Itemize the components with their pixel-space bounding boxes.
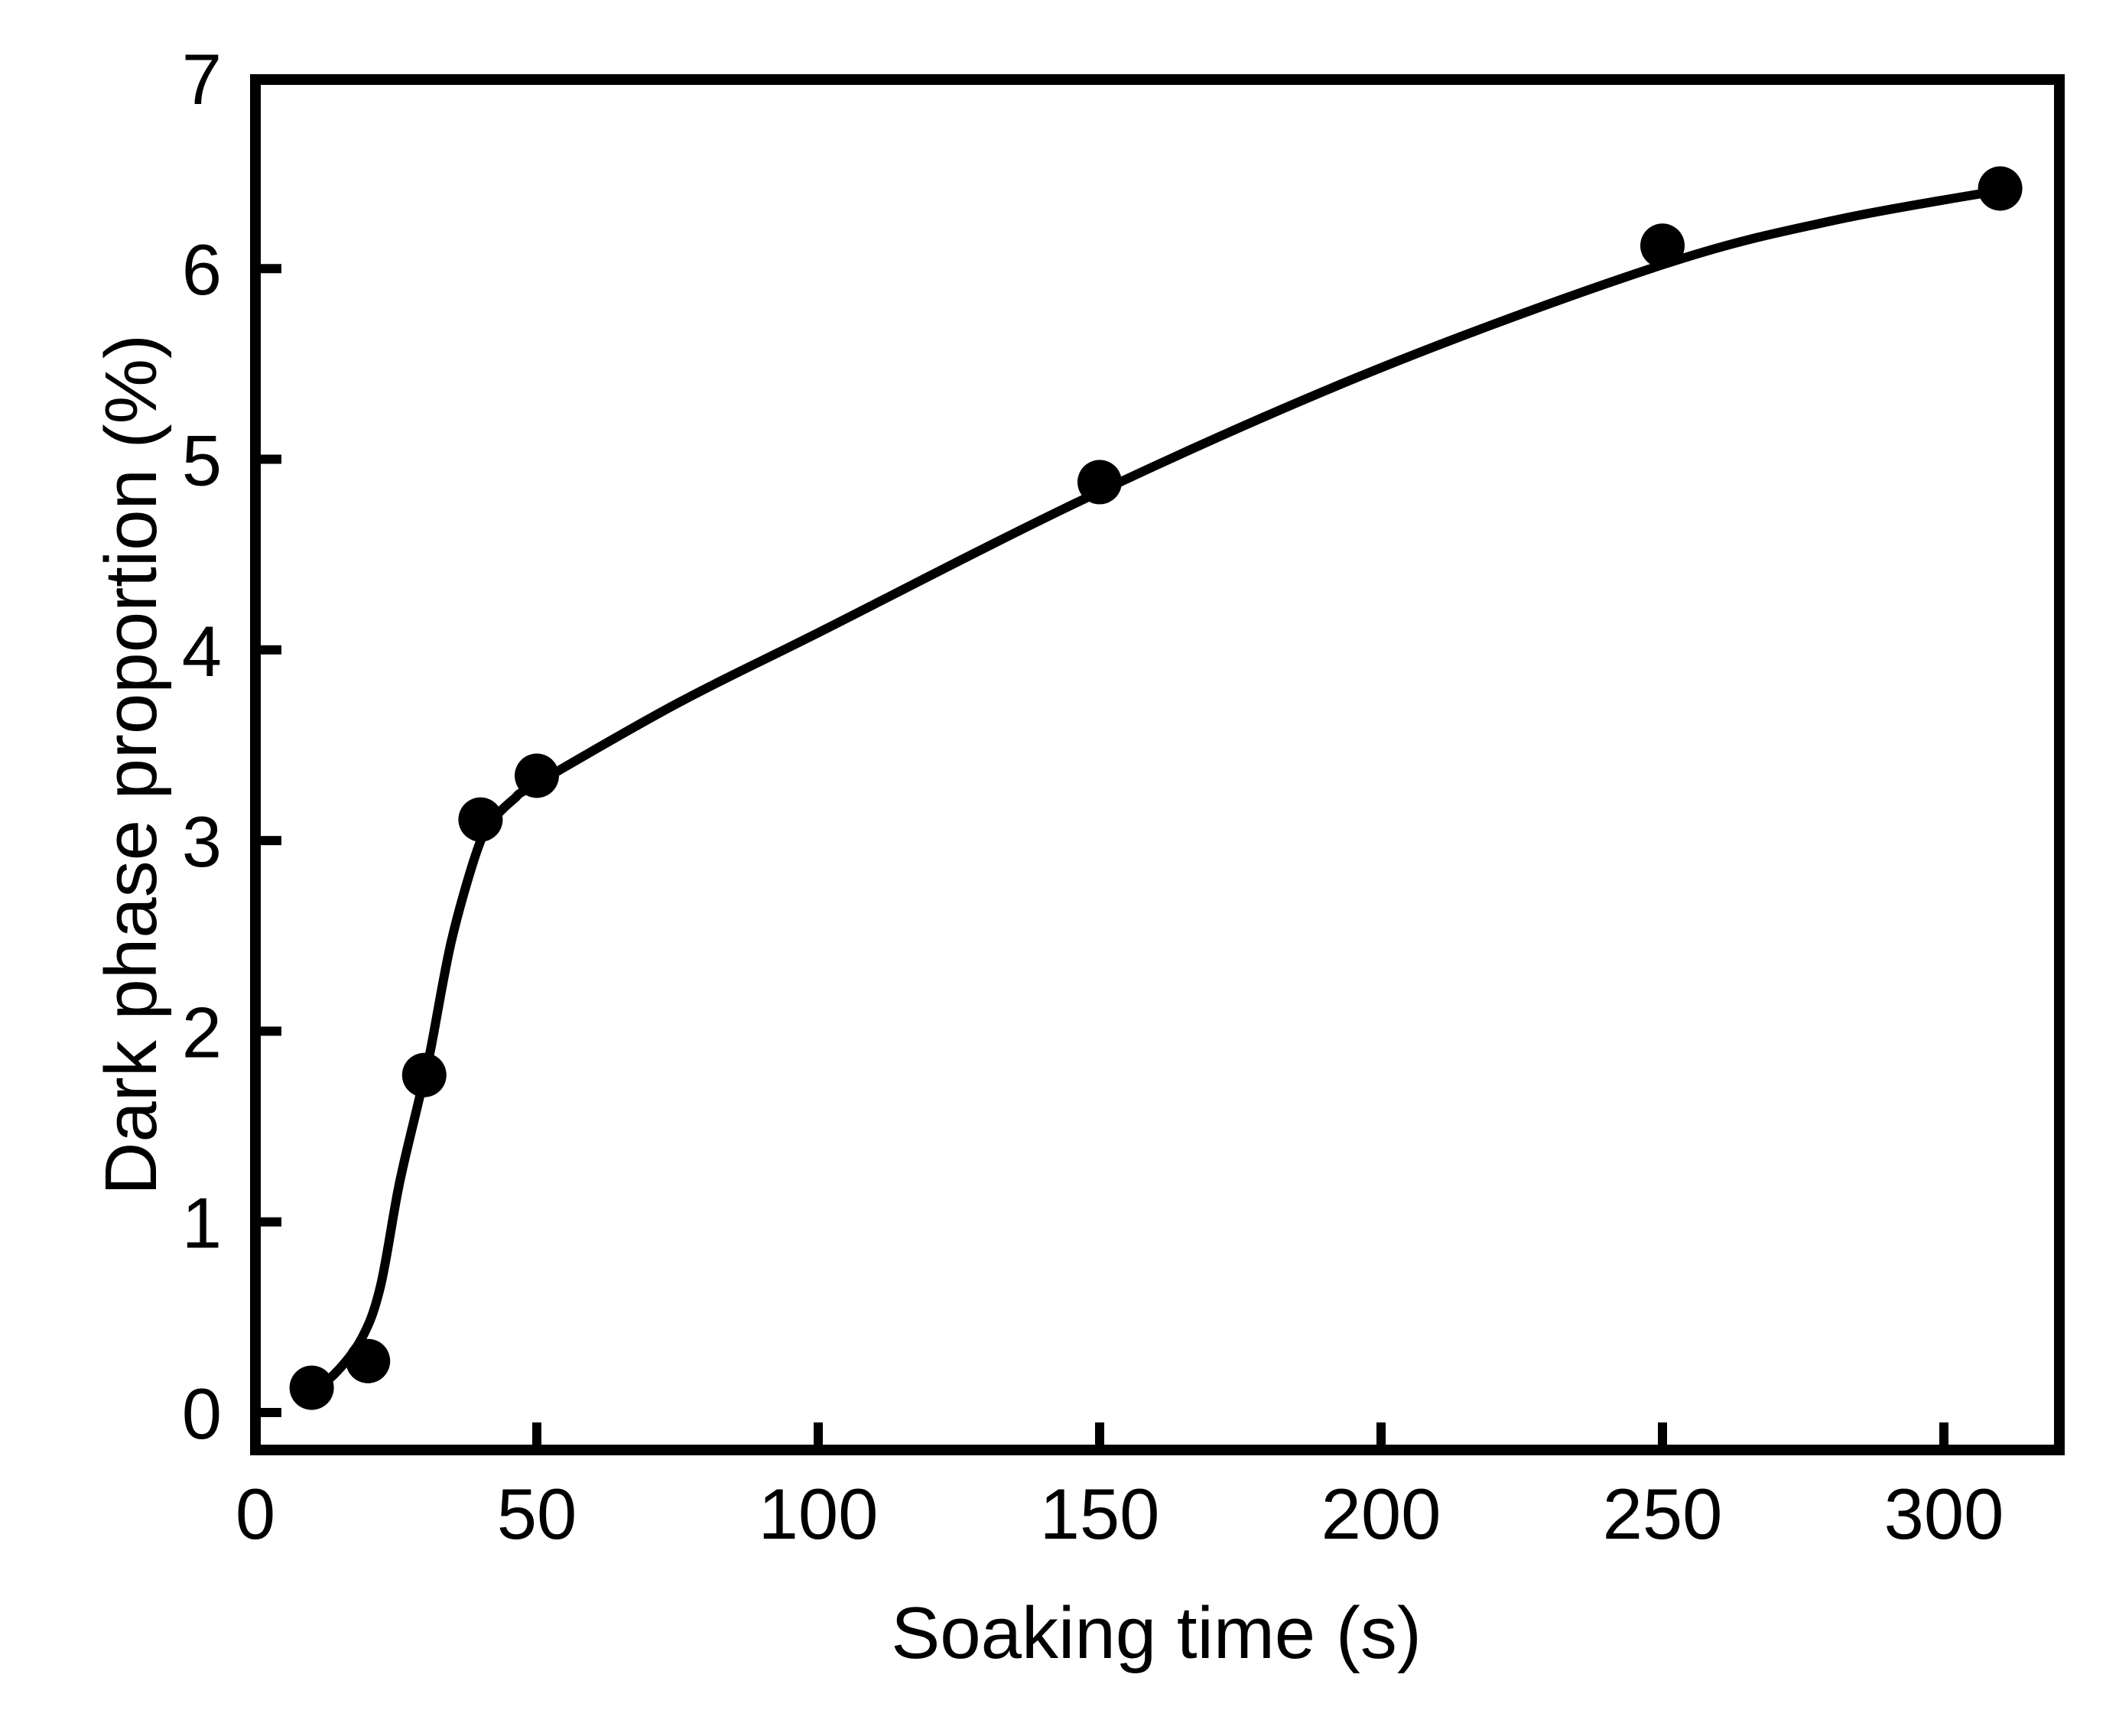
fitted-curve bbox=[307, 186, 2005, 1395]
x-tick-label: 0 bbox=[236, 1474, 275, 1554]
data-point-marker bbox=[458, 797, 503, 842]
data-point-marker bbox=[515, 753, 559, 798]
data-points bbox=[289, 166, 2023, 1410]
x-tick-label: 50 bbox=[497, 1474, 577, 1554]
y-tick-label: 2 bbox=[182, 992, 222, 1072]
y-tick-label: 5 bbox=[182, 421, 222, 501]
y-tick-label: 7 bbox=[182, 39, 222, 119]
axis-ticks bbox=[255, 264, 1948, 1450]
y-axis-title: Dark phase proportion (%) bbox=[90, 334, 172, 1195]
x-axis-title: Soaking time (s) bbox=[891, 1592, 1422, 1674]
x-tick-label: 150 bbox=[1040, 1474, 1160, 1554]
y-tick-label: 6 bbox=[182, 229, 222, 310]
data-point-marker bbox=[1978, 166, 2023, 211]
x-tick-label: 200 bbox=[1321, 1474, 1441, 1554]
plot-frame bbox=[250, 74, 2065, 1455]
x-tick-label: 300 bbox=[1884, 1474, 2004, 1554]
x-tick-label: 100 bbox=[759, 1474, 879, 1554]
y-tick-label: 1 bbox=[182, 1183, 222, 1263]
y-tick-label: 0 bbox=[182, 1374, 222, 1454]
data-point-marker bbox=[346, 1338, 391, 1383]
y-tick-label: 4 bbox=[182, 611, 222, 691]
data-point-marker bbox=[401, 1052, 447, 1097]
x-tick-label: 250 bbox=[1603, 1474, 1723, 1554]
fit-line bbox=[307, 186, 2005, 1395]
x-tick-labels: 0 50 100 150 200 250 300 bbox=[236, 1474, 2004, 1554]
y-tick-labels: 0 1 2 3 4 5 6 7 bbox=[182, 39, 222, 1454]
data-point-marker bbox=[289, 1365, 334, 1410]
data-point-marker bbox=[1640, 223, 1685, 268]
data-point-marker bbox=[1077, 460, 1122, 505]
y-tick-label: 3 bbox=[182, 801, 222, 882]
